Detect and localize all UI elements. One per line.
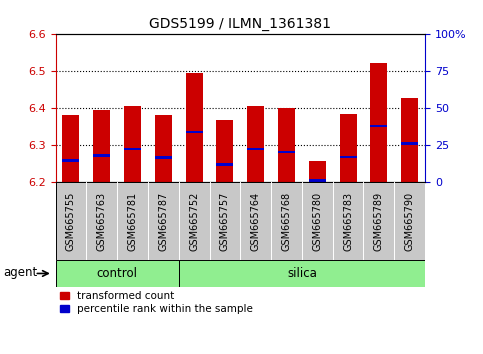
Text: GSM665789: GSM665789 bbox=[374, 192, 384, 251]
Text: GSM665757: GSM665757 bbox=[220, 192, 230, 251]
Bar bbox=[62, 159, 79, 162]
Legend: transformed count, percentile rank within the sample: transformed count, percentile rank withi… bbox=[56, 287, 257, 318]
Bar bbox=[370, 63, 387, 182]
Text: GSM665764: GSM665764 bbox=[251, 192, 261, 251]
Text: GSM665755: GSM665755 bbox=[66, 192, 76, 251]
Bar bbox=[62, 115, 79, 182]
Bar bbox=[309, 161, 326, 182]
Text: silica: silica bbox=[287, 267, 317, 280]
Bar bbox=[309, 179, 326, 182]
Bar bbox=[179, 260, 425, 287]
Bar bbox=[216, 120, 233, 182]
Text: GSM665787: GSM665787 bbox=[158, 192, 168, 251]
Text: agent: agent bbox=[3, 266, 37, 279]
Bar bbox=[401, 142, 418, 144]
Bar bbox=[185, 131, 202, 133]
Text: GSM665752: GSM665752 bbox=[189, 192, 199, 251]
Bar bbox=[247, 106, 264, 182]
Bar bbox=[56, 260, 179, 287]
Bar bbox=[278, 150, 295, 153]
Bar bbox=[155, 115, 172, 182]
Bar bbox=[93, 110, 110, 182]
Text: GSM665768: GSM665768 bbox=[282, 192, 291, 251]
Bar bbox=[340, 114, 356, 182]
Text: control: control bbox=[97, 267, 138, 280]
Text: GSM665790: GSM665790 bbox=[405, 192, 414, 251]
Bar bbox=[155, 156, 172, 159]
Bar bbox=[124, 148, 141, 150]
Text: GSM665763: GSM665763 bbox=[97, 192, 107, 251]
Bar bbox=[247, 148, 264, 150]
Bar bbox=[370, 125, 387, 127]
Bar bbox=[216, 163, 233, 166]
Bar bbox=[93, 154, 110, 157]
Text: GSM665781: GSM665781 bbox=[128, 192, 138, 251]
Bar bbox=[185, 73, 202, 182]
Title: GDS5199 / ILMN_1361381: GDS5199 / ILMN_1361381 bbox=[149, 17, 331, 31]
Text: GSM665780: GSM665780 bbox=[313, 192, 322, 251]
Bar bbox=[124, 106, 141, 182]
Bar bbox=[340, 156, 356, 158]
Bar bbox=[278, 108, 295, 182]
Bar bbox=[401, 98, 418, 182]
Text: GSM665783: GSM665783 bbox=[343, 192, 353, 251]
